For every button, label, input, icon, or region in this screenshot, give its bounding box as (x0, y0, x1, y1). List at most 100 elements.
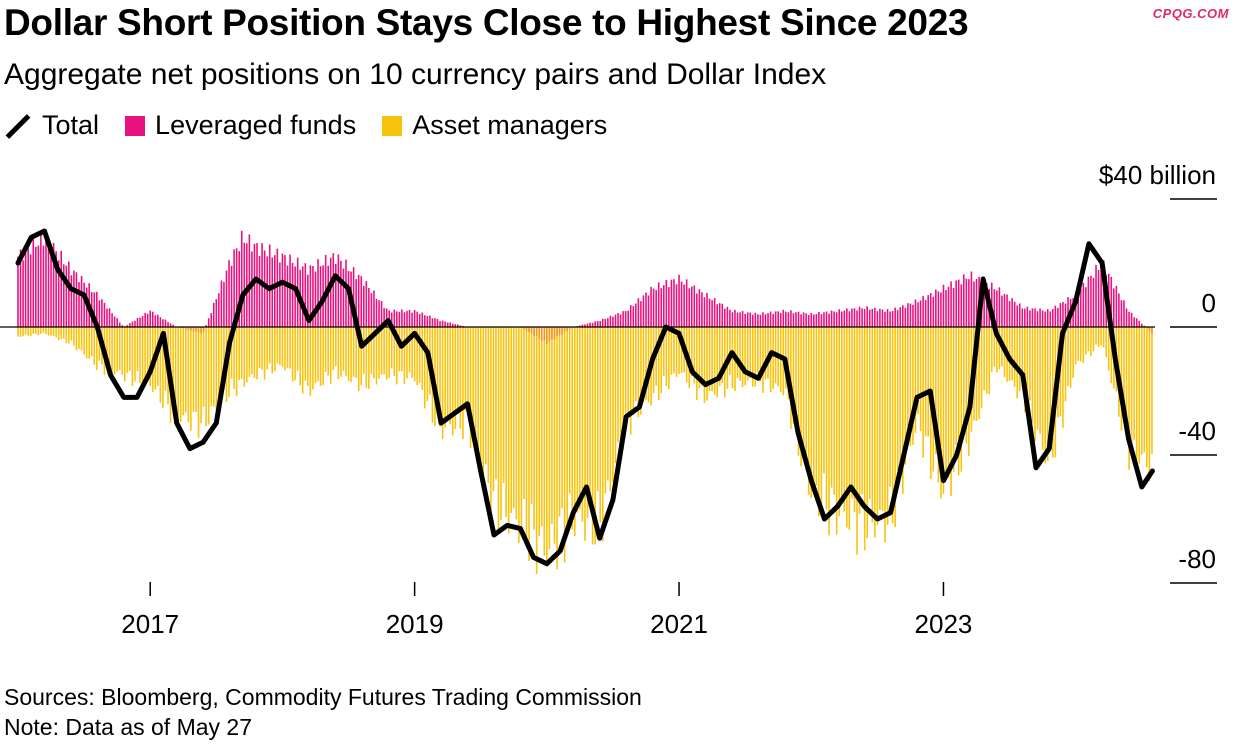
asset-manager-bar (1151, 327, 1153, 455)
leveraged-funds-bar (289, 254, 291, 327)
leveraged-funds-bar (408, 309, 411, 328)
asset-manager-bar (47, 327, 50, 336)
asset-manager-bar (899, 327, 902, 476)
leveraged-funds-bar (210, 313, 213, 327)
leveraged-funds-bar (1024, 308, 1026, 327)
asset-manager-bar (444, 327, 446, 428)
swatch-leveraged-icon (125, 115, 146, 136)
asset-manager-bar (701, 327, 703, 386)
asset-manager-bar (113, 327, 116, 375)
asset-manager-bar (73, 327, 75, 346)
leveraged-funds-bar (619, 314, 622, 327)
asset-manager-bar (253, 327, 256, 379)
asset-manager-bar (462, 327, 464, 440)
leveraged-funds-bar (1079, 288, 1082, 327)
leveraged-funds-bar (169, 323, 172, 328)
asset-manager-bar (396, 327, 398, 385)
leveraged-funds-bar (741, 310, 744, 327)
leveraged-funds-bar (65, 265, 68, 328)
asset-manager-bar (57, 327, 60, 341)
asset-manager-bar (1074, 327, 1077, 365)
leveraged-funds-bar (385, 308, 388, 328)
leveraged-funds-bar (942, 284, 945, 328)
leveraged-funds-bar (129, 323, 131, 327)
leveraged-funds-bar (398, 311, 401, 328)
leveraged-funds-bar (551, 327, 553, 339)
asset-manager-bar (1079, 327, 1082, 362)
x-tick-label: 2017 (121, 609, 179, 639)
leveraged-funds-bar (660, 288, 663, 328)
leveraged-funds-bar (561, 327, 563, 335)
asset-manager-bar (955, 327, 957, 445)
asset-manager-bar (218, 327, 220, 410)
asset-manager-bar (619, 327, 622, 449)
asset-manager-bar (858, 327, 861, 515)
leveraged-funds-bar (932, 296, 935, 328)
leveraged-funds-bar (329, 257, 332, 328)
asset-manager-bar (792, 327, 795, 424)
asset-manager-bar (106, 327, 108, 368)
leveraged-funds-bar (1133, 317, 1135, 328)
leveraged-funds-bar (62, 264, 65, 327)
asset-manager-bar (469, 327, 472, 449)
asset-manager-bar (174, 327, 177, 407)
asset-manager-bar (889, 327, 891, 487)
leveraged-funds-bar (342, 268, 345, 327)
leveraged-funds-bar (594, 321, 596, 328)
leveraged-funds-bar (291, 262, 294, 328)
asset-manager-bar (185, 327, 187, 413)
leveraged-funds-bar (1021, 308, 1024, 328)
leveraged-funds-bar (589, 322, 591, 327)
asset-manager-bar (772, 327, 774, 389)
asset-manager-bar (350, 327, 352, 382)
asset-manager-bar (886, 327, 889, 526)
leveraged-funds-bar (281, 253, 284, 327)
leveraged-funds-bar (899, 307, 902, 327)
asset-manager-bar (238, 327, 240, 380)
sources-note: Sources: Bloomberg, Commodity Futures Tr… (4, 684, 642, 710)
asset-manager-bar (200, 327, 202, 424)
asset-manager-bar (243, 327, 246, 387)
asset-manager-bar (424, 327, 426, 409)
asset-manager-bar (80, 327, 83, 351)
leveraged-funds-bar (317, 259, 319, 327)
asset-manager-bar (408, 327, 411, 373)
asset-manager-bar (482, 327, 485, 474)
asset-manager-bar (703, 327, 706, 403)
asset-manager-bar (1092, 327, 1095, 352)
leveraged-funds-bar (406, 310, 408, 328)
asset-manager-bar (355, 327, 357, 379)
asset-manager-bar (187, 327, 190, 422)
asset-manager-bar (317, 327, 319, 382)
asset-manager-bar (871, 327, 874, 523)
asset-manager-bar (838, 327, 841, 517)
asset-manager-bar (42, 327, 45, 333)
asset-manager-bar (978, 327, 980, 420)
asset-manager-bar (637, 327, 640, 418)
chart-area: $40 billion 0 -40 -80 2017 2019 2021 2023 (0, 160, 1217, 639)
asset-manager-bar (477, 327, 479, 458)
leveraged-funds-bar (411, 312, 413, 327)
leveraged-funds-bar (243, 242, 246, 328)
asset-manager-bar (1067, 327, 1069, 387)
leveraged-funds-bar (830, 310, 833, 328)
asset-manager-bar (345, 327, 347, 377)
asset-manager-bar (818, 327, 820, 517)
asset-manager-bar (520, 327, 523, 528)
asset-manager-bar (352, 327, 355, 377)
asset-manager-bar (670, 327, 673, 375)
asset-manager-bar (879, 327, 881, 510)
leveraged-funds-bar (566, 327, 568, 331)
leveraged-funds-bar (1110, 276, 1113, 328)
asset-manager-bar (32, 327, 35, 334)
asset-manager-bar (629, 327, 632, 435)
leveraged-funds-bar (663, 285, 665, 327)
asset-manager-bar (413, 327, 416, 382)
asset-manager-bar (281, 327, 284, 368)
leveraged-funds-bar (818, 311, 820, 328)
leveraged-funds-bar (139, 317, 141, 327)
leveraged-funds-bar (426, 316, 429, 327)
asset-manager-bar (276, 327, 279, 364)
leveraged-funds-bar (957, 279, 960, 328)
leveraged-funds-bar (368, 288, 370, 327)
